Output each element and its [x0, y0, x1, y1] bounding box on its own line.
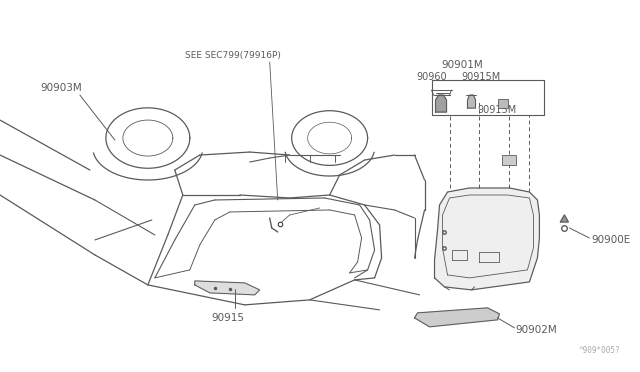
Text: 90915M: 90915M: [461, 72, 500, 82]
Text: 90915: 90915: [212, 313, 244, 323]
Text: 90960: 90960: [416, 72, 447, 82]
Text: SEE SEC799(79916P): SEE SEC799(79916P): [185, 51, 281, 60]
Bar: [499, 99, 508, 108]
Text: 90902M: 90902M: [515, 325, 557, 335]
Polygon shape: [561, 215, 568, 222]
Text: 90903M: 90903M: [40, 83, 82, 93]
Polygon shape: [467, 95, 476, 108]
Polygon shape: [435, 188, 540, 290]
Polygon shape: [195, 281, 260, 295]
Text: ^909*005?: ^909*005?: [579, 346, 620, 355]
Polygon shape: [436, 95, 447, 112]
Text: 90901M: 90901M: [442, 60, 483, 70]
Bar: [502, 155, 516, 165]
Polygon shape: [415, 308, 499, 327]
Text: 90915M: 90915M: [477, 105, 516, 115]
Text: 90900E: 90900E: [591, 235, 630, 245]
